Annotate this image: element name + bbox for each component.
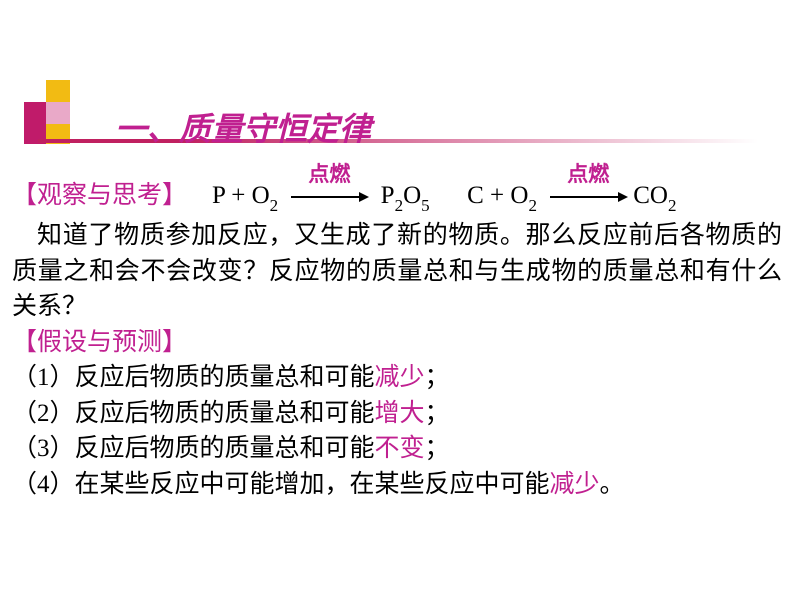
h1-key: 减少 <box>375 364 425 391</box>
question-paragraph: 知道了物质参加反应，又生成了新的物质。那么反应前后各物质的质量之和会不会改变？反… <box>12 218 782 325</box>
eq1-sub: 2 <box>270 196 279 215</box>
observe-label: 【观察与思考】 <box>12 182 187 209</box>
observation-line: 【观察与思考】 P + O2 点燃 P2O5 C + O2 点燃 CO2 <box>12 178 782 216</box>
eq1-rhs-sub1: 2 <box>395 196 404 215</box>
eq2-rhs-c: CO <box>633 182 668 209</box>
arrow-label-2: 点燃 <box>543 160 633 190</box>
reaction-arrow-2: 点燃 <box>543 178 633 214</box>
h3-text: （3）反应后物质的质量总和可能 <box>12 435 375 462</box>
hypothesis-label: 【假设与预测】 <box>12 325 782 361</box>
h4-key: 减少 <box>550 471 600 498</box>
h2-key: 增大 <box>375 400 425 427</box>
reaction-arrow-1: 点燃 <box>284 178 374 214</box>
hypothesis-4: （4）在某些反应中可能增加，在某些反应中可能减少。 <box>12 467 782 503</box>
h1-text: （1）反应后物质的质量总和可能 <box>12 364 375 391</box>
hypothesis-2: （2）反应后物质的质量总和可能增大； <box>12 396 782 432</box>
eq1-rhs-sub2: 5 <box>421 196 430 215</box>
h4-text: （4）在某些反应中可能增加，在某些反应中可能 <box>12 471 550 498</box>
eq1-rhs-p: P <box>381 182 395 209</box>
eq1-rhs-o: O <box>403 182 421 209</box>
eq2-lhs: C + O <box>467 182 528 209</box>
slide-logo <box>10 74 90 164</box>
arrow-label-1: 点燃 <box>284 160 374 190</box>
hypothesis-3: （3）反应后物质的质量总和可能不变； <box>12 431 782 467</box>
h3-end: ； <box>425 435 450 462</box>
hypothesis-1: （1）反应后物质的质量总和可能减少； <box>12 360 782 396</box>
slide-title: 一、质量守恒定律 <box>115 104 371 150</box>
h2-text: （2）反应后物质的质量总和可能 <box>12 400 375 427</box>
eq1-lhs: P + O <box>212 182 270 209</box>
eq2-sub: 2 <box>528 196 537 215</box>
h1-end: ； <box>425 364 450 391</box>
h2-end: ； <box>425 400 450 427</box>
eq2-rhs-sub: 2 <box>668 196 677 215</box>
slide-content: 【观察与思考】 P + O2 点燃 P2O5 C + O2 点燃 CO2 知道了… <box>12 178 782 502</box>
h4-end: 。 <box>600 471 625 498</box>
h3-key: 不变 <box>375 435 425 462</box>
